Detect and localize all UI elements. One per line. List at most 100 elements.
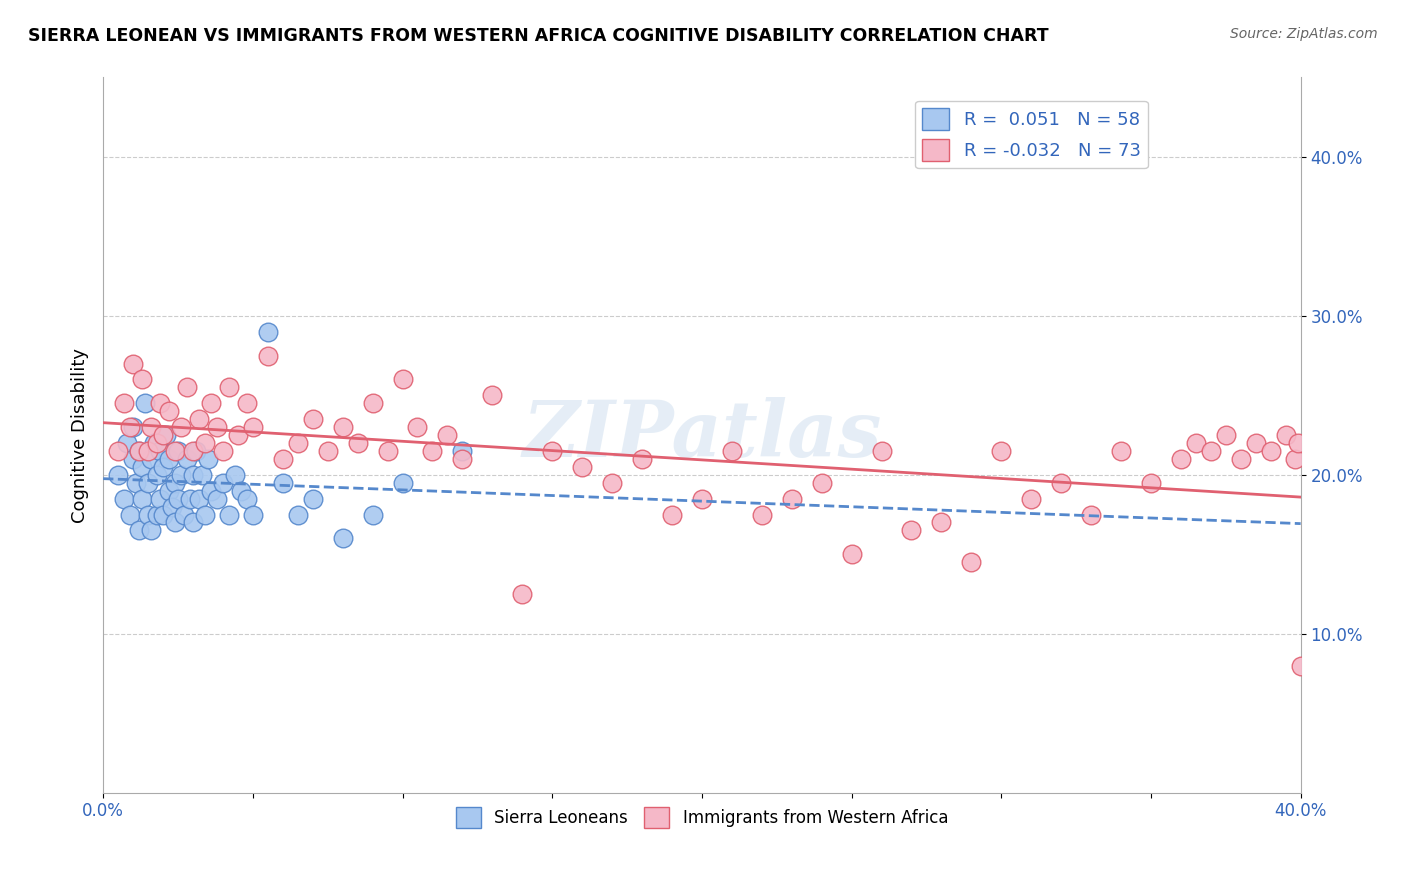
Point: [541, 444, 564, 458]
Point: [900, 524, 922, 538]
Point: [146, 436, 169, 450]
Point: [1170, 451, 1192, 466]
Point: [1199, 444, 1222, 458]
Point: [160, 500, 183, 514]
Point: [157, 483, 180, 498]
Point: [1019, 491, 1042, 506]
Point: [128, 444, 150, 458]
Point: [256, 349, 278, 363]
Point: [510, 587, 533, 601]
Point: [167, 444, 190, 458]
Point: [200, 396, 222, 410]
Point: [1286, 436, 1309, 450]
Point: [205, 491, 228, 506]
Point: [256, 325, 278, 339]
Point: [149, 444, 172, 458]
Point: [179, 491, 201, 506]
Point: [149, 491, 172, 506]
Point: [1229, 451, 1251, 466]
Point: [690, 491, 713, 506]
Point: [361, 396, 384, 410]
Point: [146, 467, 169, 482]
Point: [184, 444, 207, 458]
Point: [136, 444, 159, 458]
Point: [1215, 428, 1237, 442]
Point: [167, 491, 190, 506]
Point: [122, 357, 145, 371]
Point: [1080, 508, 1102, 522]
Point: [377, 444, 399, 458]
Point: [187, 412, 209, 426]
Point: [163, 444, 186, 458]
Point: [200, 483, 222, 498]
Point: [139, 524, 162, 538]
Point: [139, 451, 162, 466]
Point: [236, 491, 259, 506]
Point: [191, 467, 214, 482]
Legend: Sierra Leoneans, Immigrants from Western Africa: Sierra Leoneans, Immigrants from Western…: [449, 801, 955, 834]
Point: [422, 444, 444, 458]
Point: [236, 396, 259, 410]
Point: [120, 508, 142, 522]
Point: [451, 444, 474, 458]
Point: [139, 420, 162, 434]
Point: [181, 444, 204, 458]
Point: [571, 459, 593, 474]
Point: [187, 491, 209, 506]
Point: [721, 444, 744, 458]
Point: [157, 451, 180, 466]
Point: [810, 475, 832, 490]
Point: [271, 475, 294, 490]
Point: [600, 475, 623, 490]
Point: [301, 491, 323, 506]
Point: [136, 475, 159, 490]
Point: [176, 451, 198, 466]
Text: Source: ZipAtlas.com: Source: ZipAtlas.com: [1230, 27, 1378, 41]
Point: [226, 428, 249, 442]
Point: [1050, 475, 1073, 490]
Point: [287, 436, 309, 450]
Point: [1140, 475, 1163, 490]
Point: [661, 508, 683, 522]
Point: [316, 444, 339, 458]
Point: [361, 508, 384, 522]
Point: [152, 459, 174, 474]
Point: [173, 508, 195, 522]
Point: [128, 524, 150, 538]
Point: [120, 420, 142, 434]
Point: [152, 508, 174, 522]
Point: [346, 436, 368, 450]
Point: [176, 380, 198, 394]
Point: [170, 467, 193, 482]
Point: [841, 547, 863, 561]
Point: [1274, 428, 1296, 442]
Point: [122, 451, 145, 466]
Text: ZIPatlas: ZIPatlas: [522, 397, 882, 474]
Point: [128, 444, 150, 458]
Point: [143, 436, 166, 450]
Point: [870, 444, 893, 458]
Point: [1109, 444, 1132, 458]
Point: [212, 475, 235, 490]
Point: [751, 508, 773, 522]
Point: [134, 396, 156, 410]
Point: [149, 396, 172, 410]
Point: [451, 451, 474, 466]
Point: [197, 451, 219, 466]
Point: [152, 428, 174, 442]
Point: [391, 372, 413, 386]
Point: [212, 444, 235, 458]
Point: [242, 508, 264, 522]
Point: [181, 516, 204, 530]
Point: [125, 475, 148, 490]
Point: [780, 491, 803, 506]
Point: [163, 516, 186, 530]
Point: [1185, 436, 1208, 450]
Point: [406, 420, 429, 434]
Point: [1244, 436, 1267, 450]
Point: [1284, 451, 1306, 466]
Point: [229, 483, 252, 498]
Y-axis label: Cognitive Disability: Cognitive Disability: [72, 348, 89, 523]
Point: [131, 491, 153, 506]
Point: [1289, 658, 1312, 673]
